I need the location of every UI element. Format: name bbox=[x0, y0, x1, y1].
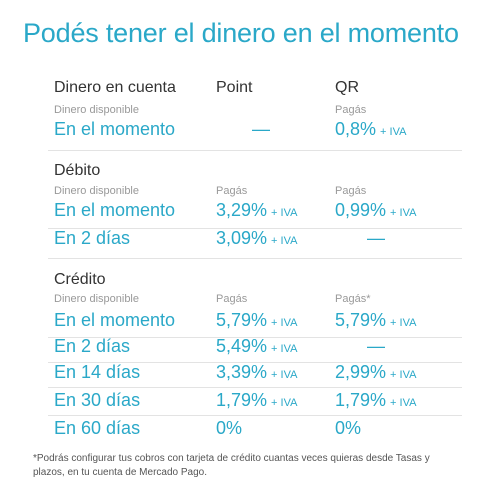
point-rate: 3,29% + IVA bbox=[216, 200, 298, 220]
qr-rate: 2,99% + IVA bbox=[335, 362, 417, 382]
table-row: En 60 días 0% 0% bbox=[0, 418, 485, 446]
table-row: En el momento 3,29% + IVA 0,99% + IVA bbox=[0, 200, 485, 228]
divider bbox=[48, 362, 462, 363]
row-label: En el momento bbox=[54, 200, 176, 220]
qr-rate: — bbox=[367, 336, 385, 356]
section-title-credito: Crédito bbox=[54, 271, 106, 288]
subheader-pagas: Pagás bbox=[335, 185, 367, 197]
row-label: En 60 días bbox=[54, 418, 141, 438]
subheader-pagas: Pagás bbox=[216, 293, 248, 305]
row-label: En 14 días bbox=[54, 362, 141, 382]
table-row: En 2 días 3,09% + IVA — bbox=[0, 228, 485, 256]
subheader-row: Dinero disponible Pagás bbox=[0, 104, 485, 132]
subheader-dinero-disponible: Dinero disponible bbox=[54, 185, 139, 197]
section-title-debito: Débito bbox=[54, 162, 101, 179]
table-row: En el momento — 0,8% + IVA bbox=[0, 119, 485, 147]
qr-rate: 0% bbox=[335, 418, 362, 438]
divider bbox=[48, 415, 462, 416]
point-rate: 3,09% + IVA bbox=[216, 228, 298, 248]
point-rate: 5,49% + IVA bbox=[216, 336, 298, 356]
qr-rate: 5,79% + IVA bbox=[335, 310, 417, 330]
point-rate: 0% bbox=[216, 418, 243, 438]
table-row: En el momento 5,79% + IVA 5,79% + IVA bbox=[0, 310, 485, 338]
point-rate: — bbox=[252, 119, 270, 139]
point-rate: 1,79% + IVA bbox=[216, 390, 298, 410]
subheader-row: Dinero disponible Pagás Pagás* bbox=[0, 293, 485, 321]
divider bbox=[48, 228, 462, 229]
divider bbox=[48, 150, 462, 151]
row-label: En 2 días bbox=[54, 336, 131, 356]
qr-rate: 0,8% + IVA bbox=[335, 119, 407, 139]
point-rate: 3,39% + IVA bbox=[216, 362, 298, 382]
qr-rate: 1,79% + IVA bbox=[335, 390, 417, 410]
row-label: En 30 días bbox=[54, 390, 141, 410]
header-qr: QR bbox=[335, 79, 359, 96]
subheader-dinero-disponible: Dinero disponible bbox=[54, 293, 139, 305]
subheader-pagas: Pagás bbox=[335, 104, 367, 116]
section-title-row: Crédito bbox=[0, 271, 485, 299]
row-label: En 2 días bbox=[54, 228, 131, 248]
subheader-pagas: Pagás bbox=[216, 185, 248, 197]
row-label: En el momento bbox=[54, 119, 176, 139]
subheader-pagas-asterisk: Pagás* bbox=[335, 293, 371, 305]
divider bbox=[48, 258, 462, 259]
divider bbox=[48, 337, 462, 338]
footnote: *Podrás configurar tus cobros con tarjet… bbox=[33, 453, 430, 478]
qr-rate: 0,99% + IVA bbox=[335, 200, 417, 220]
subheader-dinero-disponible: Dinero disponible bbox=[54, 104, 139, 116]
point-rate: 5,79% + IVA bbox=[216, 310, 298, 330]
table-row: En 30 días 1,79% + IVA 1,79% + IVA bbox=[0, 390, 485, 418]
page-title: Podés tener el dinero en el momento bbox=[23, 18, 459, 48]
header-row: Dinero en cuenta Point QR bbox=[0, 79, 485, 107]
header-dinero-en-cuenta: Dinero en cuenta bbox=[54, 79, 176, 96]
header-point: Point bbox=[216, 79, 253, 96]
table-row: En 14 días 3,39% + IVA 2,99% + IVA bbox=[0, 362, 485, 390]
row-label: En el momento bbox=[54, 310, 176, 330]
qr-rate: — bbox=[367, 228, 385, 248]
section-title-row: Débito bbox=[0, 162, 485, 190]
divider bbox=[48, 387, 462, 388]
subheader-row: Dinero disponible Pagás Pagás bbox=[0, 185, 485, 213]
table-row: En 2 días 5,49% + IVA — bbox=[0, 336, 485, 364]
